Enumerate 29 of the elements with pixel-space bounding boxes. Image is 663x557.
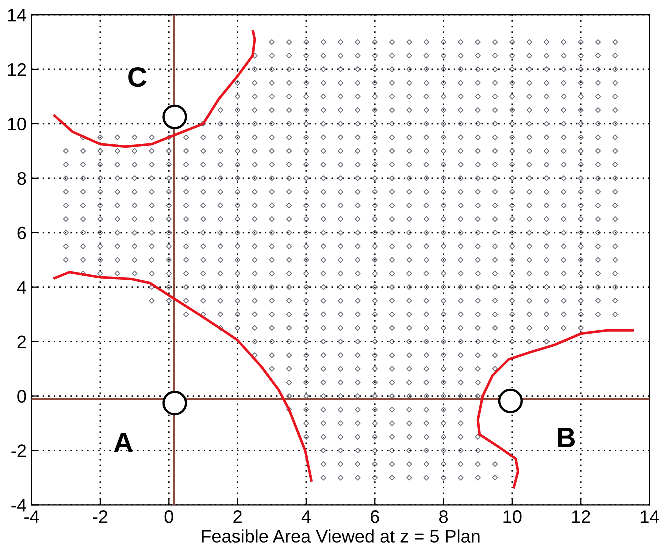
x-tick-label: 12 bbox=[572, 510, 590, 524]
y-tick-label: 10 bbox=[8, 118, 26, 131]
x-tick-label: 10 bbox=[504, 510, 522, 524]
point bbox=[162, 391, 188, 416]
y-tick-label: -4 bbox=[12, 499, 26, 512]
y-tick-label: 2 bbox=[18, 336, 26, 348]
y-tick-label: 0 bbox=[18, 390, 26, 403]
annotation: B bbox=[558, 428, 576, 448]
y-tick-label: 6 bbox=[18, 226, 26, 240]
y-tick-label: 4 bbox=[17, 281, 26, 294]
x-tick-label: -2 bbox=[93, 510, 108, 524]
line-series bbox=[54, 30, 256, 148]
x-tick-label: 14 bbox=[641, 510, 660, 524]
point bbox=[162, 104, 188, 130]
annotation: A bbox=[114, 433, 133, 452]
x-tick-label: 0 bbox=[164, 510, 174, 524]
line-series bbox=[476, 329, 635, 489]
x-tick-label: 2 bbox=[234, 510, 242, 524]
x-axis-title: Feasible Area Viewed at z = 5 Plan bbox=[202, 530, 480, 543]
annotation: C bbox=[128, 67, 147, 88]
x-tick-label: 8 bbox=[440, 510, 448, 524]
x-tick-label: 4 bbox=[302, 510, 311, 524]
y-tick-label: 14 bbox=[8, 9, 26, 22]
line-series bbox=[54, 271, 313, 482]
y-tick-label: 8 bbox=[18, 172, 26, 186]
point bbox=[498, 388, 524, 414]
y-tick-label: 12 bbox=[8, 63, 26, 76]
y-tick-label: -2 bbox=[12, 444, 26, 458]
x-tick-label: 6 bbox=[371, 510, 380, 524]
